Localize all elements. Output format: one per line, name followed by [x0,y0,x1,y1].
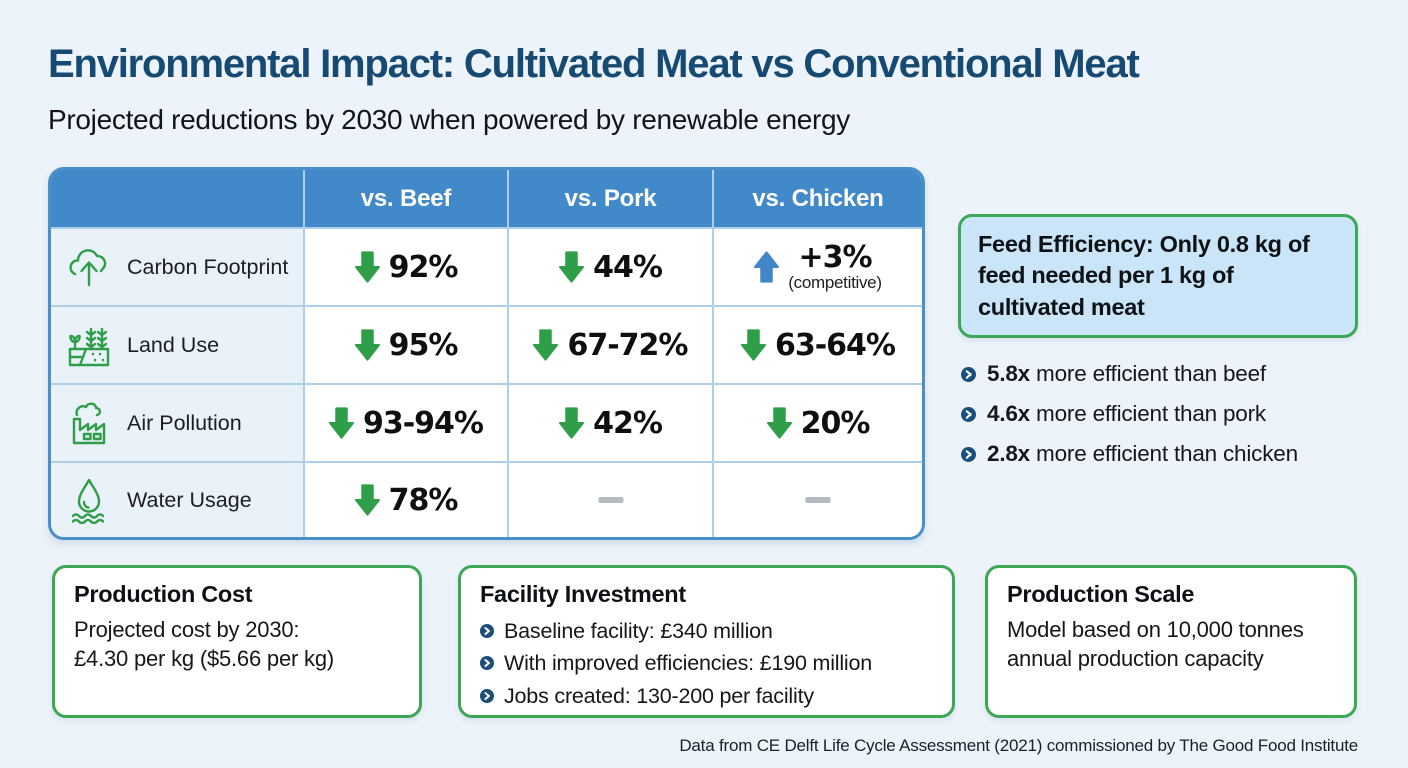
no-data-dash: – [604,483,618,518]
cell-value: 44% [593,249,663,285]
arrow-down-icon [328,407,354,439]
box-title: Production Scale [1007,581,1195,607]
row-label-air-pollution: Air Pollution [51,385,303,461]
cell-value: +3% [798,240,872,276]
data-source-attribution: Data from CE Delft Life Cycle Assessment… [679,736,1358,755]
facility-investment-box: Facility Investment Baseline facility: £… [458,565,955,718]
column-header-pork: vs. Pork [509,170,712,227]
feed-efficiency-callout: Feed Efficiency: Only 0.8 kg of feed nee… [958,214,1358,339]
cell-note: (competitive) [788,272,882,292]
impact-comparison-table: vs. Beef vs. Pork vs. Chicken Carbon Foo… [48,167,925,540]
arrow-down-icon [354,484,380,516]
cell-value: 92% [388,249,459,285]
chevron-bullet-icon [961,406,976,422]
row-label-text: Air Pollution [127,410,242,435]
list-item-text: 2.8x more efficient than chicken [987,441,1298,466]
page-title: Environmental Impact: Cultivated Meat vs… [48,42,1140,86]
arrow-down-icon [559,251,585,283]
cell-carbon-pork: 44% [509,229,712,305]
cell-land-beef: 95% [305,307,507,383]
row-label-text: Water Usage [127,487,252,512]
cell-value: 78% [388,482,459,518]
box-title: Production Cost [74,581,253,607]
list-item: Jobs created: 130-200 per facility [480,680,933,712]
cell-value: 20% [800,405,871,441]
production-cost-box: Production Cost Projected cost by 2030: … [52,565,422,718]
arrow-down-icon [766,407,792,439]
arrow-down-icon [559,407,585,439]
box-text-line: Model based on 10,000 tonnes [1007,617,1304,642]
cell-value: 95% [388,327,459,363]
chevron-bullet-icon [961,446,976,462]
list-item-text: 4.6x more efficient than pork [987,401,1266,426]
cloud-carbon-icon [69,249,107,287]
row-label-carbon-footprint: Carbon Footprint [51,229,303,305]
cell-air-pork: 42% [509,385,712,461]
arrow-down-icon [740,329,766,361]
arrow-down-icon [533,329,559,361]
column-header-beef: vs. Beef [305,170,507,227]
box-text-line: annual production capacity [1007,646,1264,672]
box-text-line: £4.30 per kg ($5.66 per kg) [74,646,334,672]
list-item: 4.6x more efficient than pork [961,401,1298,427]
row-label-text: Carbon Footprint [127,254,289,279]
feed-efficiency-headline: Feed Efficiency: Only 0.8 kg of feed nee… [978,231,1310,320]
cell-land-chicken: 63-64% [714,307,922,383]
row-label-land-use: Land Use [51,307,303,383]
column-header-chicken: vs. Chicken [714,170,922,227]
box-title: Facility Investment [480,581,686,607]
chevron-bullet-icon [961,366,976,382]
cell-carbon-beef: 92% [305,229,507,305]
cell-air-chicken: 20% [714,385,922,461]
page-subtitle: Projected reductions by 2030 when powere… [48,104,850,135]
no-data-dash: – [811,483,825,518]
box-text-line: Projected cost by 2030: [74,617,300,642]
list-item-text: 5.8x more efficient than beef [987,361,1266,386]
cell-value: 63-64% [774,327,896,363]
cell-water-beef: 78% [305,463,507,537]
chevron-bullet-icon [480,688,494,703]
row-label-water-usage: Water Usage [51,463,303,537]
row-label-text: Land Use [127,332,220,357]
table-corner-cell [51,170,303,227]
cell-value: 67-72% [567,327,688,363]
list-item-text: With improved efficiencies: £190 million [504,651,873,676]
list-item: Baseline facility: £340 million [480,615,933,647]
arrow-down-icon [354,329,380,361]
list-item: 5.8x more efficient than beef [961,361,1298,387]
cell-water-pork: – [509,463,712,537]
land-field-icon [68,327,110,367]
cell-value: 42% [593,405,663,441]
arrow-up-icon [754,251,780,283]
chevron-bullet-icon [480,624,494,639]
list-item: 2.8x more efficient than chicken [961,441,1298,467]
feed-efficiency-list: 5.8x more efficient than beef 4.6x more … [961,361,1298,467]
cell-value: 93-94% [362,405,484,441]
cell-air-beef: 93-94% [305,385,507,461]
production-scale-box: Production Scale Model based on 10,000 t… [985,565,1357,718]
cell-water-chicken: – [714,463,922,537]
factory-smoke-icon [72,402,106,445]
cell-carbon-chicken: +3% (competitive) [714,229,922,305]
arrow-down-icon [354,251,380,283]
cell-land-pork: 67-72% [509,307,712,383]
list-item-text: Jobs created: 130-200 per facility [504,683,814,708]
list-item: With improved efficiencies: £190 million [480,647,933,679]
water-drop-icon [71,478,105,524]
list-item-text: Baseline facility: £340 million [504,619,773,643]
chevron-bullet-icon [480,656,494,671]
